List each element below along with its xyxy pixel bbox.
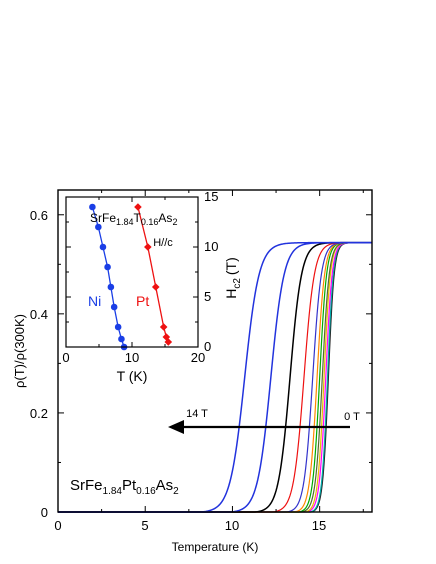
field-arrow-head xyxy=(168,420,184,434)
hc2-point-pt xyxy=(164,338,173,346)
hc2-point-ni xyxy=(89,203,96,211)
arrow-end-label: 14 T xyxy=(186,408,208,420)
hc2-point-ni xyxy=(104,263,111,271)
arrow-start-label: 0 T xyxy=(344,411,360,423)
y-tick-label: 0.2 xyxy=(30,406,48,421)
inset-x-tick-label: 20 xyxy=(191,350,205,365)
inset-background xyxy=(66,197,198,347)
hc2-point-pt xyxy=(159,323,168,331)
inset-y-tick-label: 15 xyxy=(204,189,218,204)
hc2-point-ni xyxy=(110,303,118,311)
hc2-point-ni xyxy=(114,323,122,331)
hc2-point-pt xyxy=(144,243,152,251)
field-direction-label: H//c xyxy=(153,237,173,249)
inset-y-tick-label: 5 xyxy=(204,289,211,304)
main-ticks xyxy=(57,190,372,513)
x-tick-label: 0 xyxy=(54,518,61,533)
y-tick-label: 0.4 xyxy=(30,307,48,322)
series-label-ni: Ni xyxy=(88,293,101,309)
y-tick-label: 0 xyxy=(41,505,48,520)
main-compound-label: SrFe1.84Pt0.16As2 xyxy=(70,477,179,497)
x-tick-label: 5 xyxy=(141,518,148,533)
hc2-point-ni xyxy=(107,283,115,291)
inset-y-tick-label: 0 xyxy=(204,339,211,354)
hc2-point-pt xyxy=(151,283,160,291)
inset-x-tick-label: 10 xyxy=(125,350,139,365)
inset-compound-label: SrFe1.84T0.16As2 xyxy=(90,211,177,227)
inset-plot: 0 10 20 0 5 10 15 T (K) Hc2(T) SrFe1.84T… xyxy=(62,189,243,384)
hc2-point-ni xyxy=(95,223,102,231)
x-tick-label: 15 xyxy=(312,518,326,533)
inset-ticks xyxy=(65,196,199,348)
series-label-pt: Pt xyxy=(136,293,149,309)
main-plot-frame xyxy=(57,189,373,513)
inset-x-axis-label: T (K) xyxy=(117,368,148,384)
hc2-point-ni xyxy=(118,335,125,343)
inset-curves xyxy=(89,203,173,351)
inset-y-axis-label: Hc2(T) xyxy=(223,257,243,299)
inset-x-tick-label: 0 xyxy=(62,350,69,365)
y-tick-label: 0.6 xyxy=(30,208,48,223)
hc2-point-ni xyxy=(99,243,107,251)
x-tick-label: 10 xyxy=(225,518,239,533)
hc2-point-pt xyxy=(134,203,142,211)
inset-y-tick-label: 10 xyxy=(204,239,218,254)
main-plot: 0 5 10 15 0 0.2 0.4 0.6 Temperature (K) … xyxy=(12,189,373,554)
x-axis-label: Temperature (K) xyxy=(172,540,259,554)
y-axis-label: ρ(T)/ρ(300K) xyxy=(12,314,27,388)
